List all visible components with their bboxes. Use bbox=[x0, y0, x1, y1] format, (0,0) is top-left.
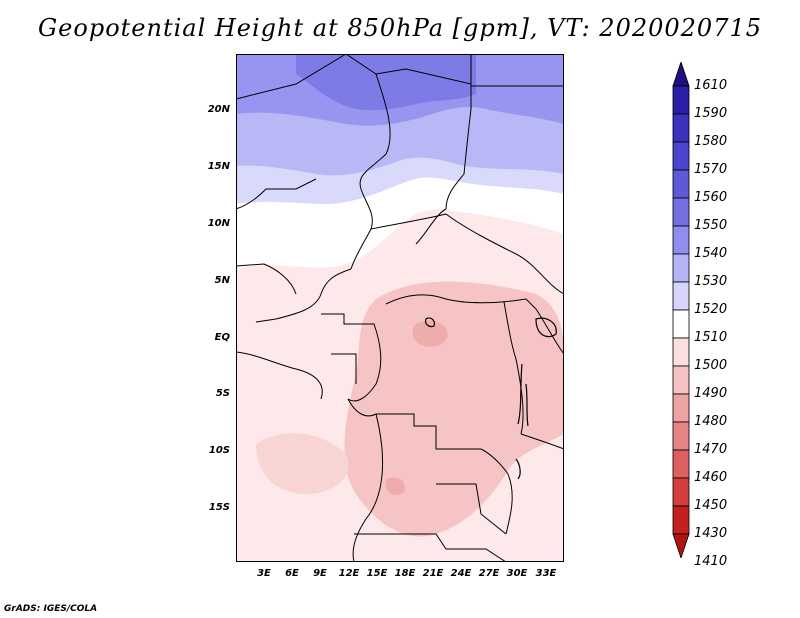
colorbar-label: 1580 bbox=[694, 134, 728, 149]
colorbar-segment bbox=[672, 113, 690, 143]
colorbar-segment bbox=[672, 505, 690, 535]
lon-tick-3e: 3E bbox=[257, 568, 271, 579]
colorbar-segment bbox=[672, 533, 690, 558]
colorbar-segment bbox=[672, 225, 690, 255]
colorbar-segment bbox=[672, 421, 690, 451]
lon-tick-9e: 9E bbox=[313, 568, 327, 579]
band-1485-east bbox=[412, 320, 448, 347]
colorbar-label: 1490 bbox=[694, 386, 728, 401]
lat-tick-5n: 5N bbox=[214, 275, 230, 286]
colorbar-segment bbox=[672, 62, 690, 87]
colorbar-label: 1500 bbox=[694, 358, 728, 373]
colorbar-segment bbox=[672, 85, 690, 115]
lon-tick-18e: 18E bbox=[394, 568, 416, 579]
lon-tick-33e: 33E bbox=[535, 568, 557, 579]
colorbar-label: 1520 bbox=[694, 302, 728, 317]
colorbar-segment bbox=[672, 309, 690, 339]
colorbar-label: 1540 bbox=[694, 246, 728, 261]
colorbar-segment bbox=[672, 169, 690, 199]
colorbar-segment bbox=[672, 393, 690, 423]
lon-tick-27e: 27E bbox=[478, 568, 500, 579]
grads-credit: GrADS: IGES/COLA bbox=[4, 604, 98, 614]
lat-tick-10s: 10S bbox=[208, 445, 230, 456]
colorbar bbox=[672, 62, 690, 558]
colorbar-label: 1570 bbox=[694, 162, 728, 177]
band-1550 bbox=[296, 54, 476, 111]
colorbar-label: 1460 bbox=[694, 470, 728, 485]
colorbar-label: 1510 bbox=[694, 330, 728, 345]
colorbar-segment bbox=[672, 365, 690, 395]
colorbar-segment bbox=[672, 253, 690, 283]
colorbar-label: 1560 bbox=[694, 190, 728, 205]
colorbar-label: 1610 bbox=[694, 78, 728, 93]
lat-tick-20n: 20N bbox=[207, 104, 230, 115]
band-1495-west bbox=[256, 433, 349, 494]
colorbar-label: 1530 bbox=[694, 274, 728, 289]
colorbar-segment bbox=[672, 197, 690, 227]
colorbar-segment bbox=[672, 337, 690, 367]
lon-tick-21e: 21E bbox=[422, 568, 444, 579]
colorbar-label: 1470 bbox=[694, 442, 728, 457]
colorbar-label: 1590 bbox=[694, 106, 728, 121]
lon-tick-24e: 24E bbox=[450, 568, 472, 579]
colorbar-label: 1480 bbox=[694, 414, 728, 429]
band-1490 bbox=[344, 281, 564, 537]
lat-tick-10n: 10N bbox=[207, 218, 230, 229]
lat-tick-5s: 5S bbox=[215, 388, 230, 399]
colorbar-segment bbox=[672, 281, 690, 311]
colorbar-segment bbox=[672, 449, 690, 479]
lat-tick-15s: 15S bbox=[208, 502, 230, 513]
lon-tick-12e: 12E bbox=[338, 568, 360, 579]
country-borders bbox=[236, 54, 564, 562]
lon-tick-6e: 6E bbox=[285, 568, 299, 579]
band-1485-south bbox=[385, 477, 405, 496]
colorbar-label: 1550 bbox=[694, 218, 728, 233]
colorbar-label: 1430 bbox=[694, 526, 728, 541]
map-panel bbox=[236, 54, 564, 562]
lat-tick-eq: EQ bbox=[214, 332, 230, 343]
lake-outlines bbox=[424, 317, 557, 480]
colorbar-segment bbox=[672, 141, 690, 171]
geopotential-map bbox=[236, 54, 564, 562]
map-frame bbox=[236, 54, 564, 562]
colorbar-label: 1410 bbox=[694, 554, 728, 569]
lat-tick-15n: 15N bbox=[207, 161, 230, 172]
chart-title: Geopotential Height at 850hPa [gpm], VT:… bbox=[38, 14, 762, 42]
colorbar-label: 1450 bbox=[694, 498, 728, 513]
lon-tick-30e: 30E bbox=[506, 568, 528, 579]
lon-tick-15e: 15E bbox=[366, 568, 388, 579]
colorbar-segment bbox=[672, 477, 690, 507]
